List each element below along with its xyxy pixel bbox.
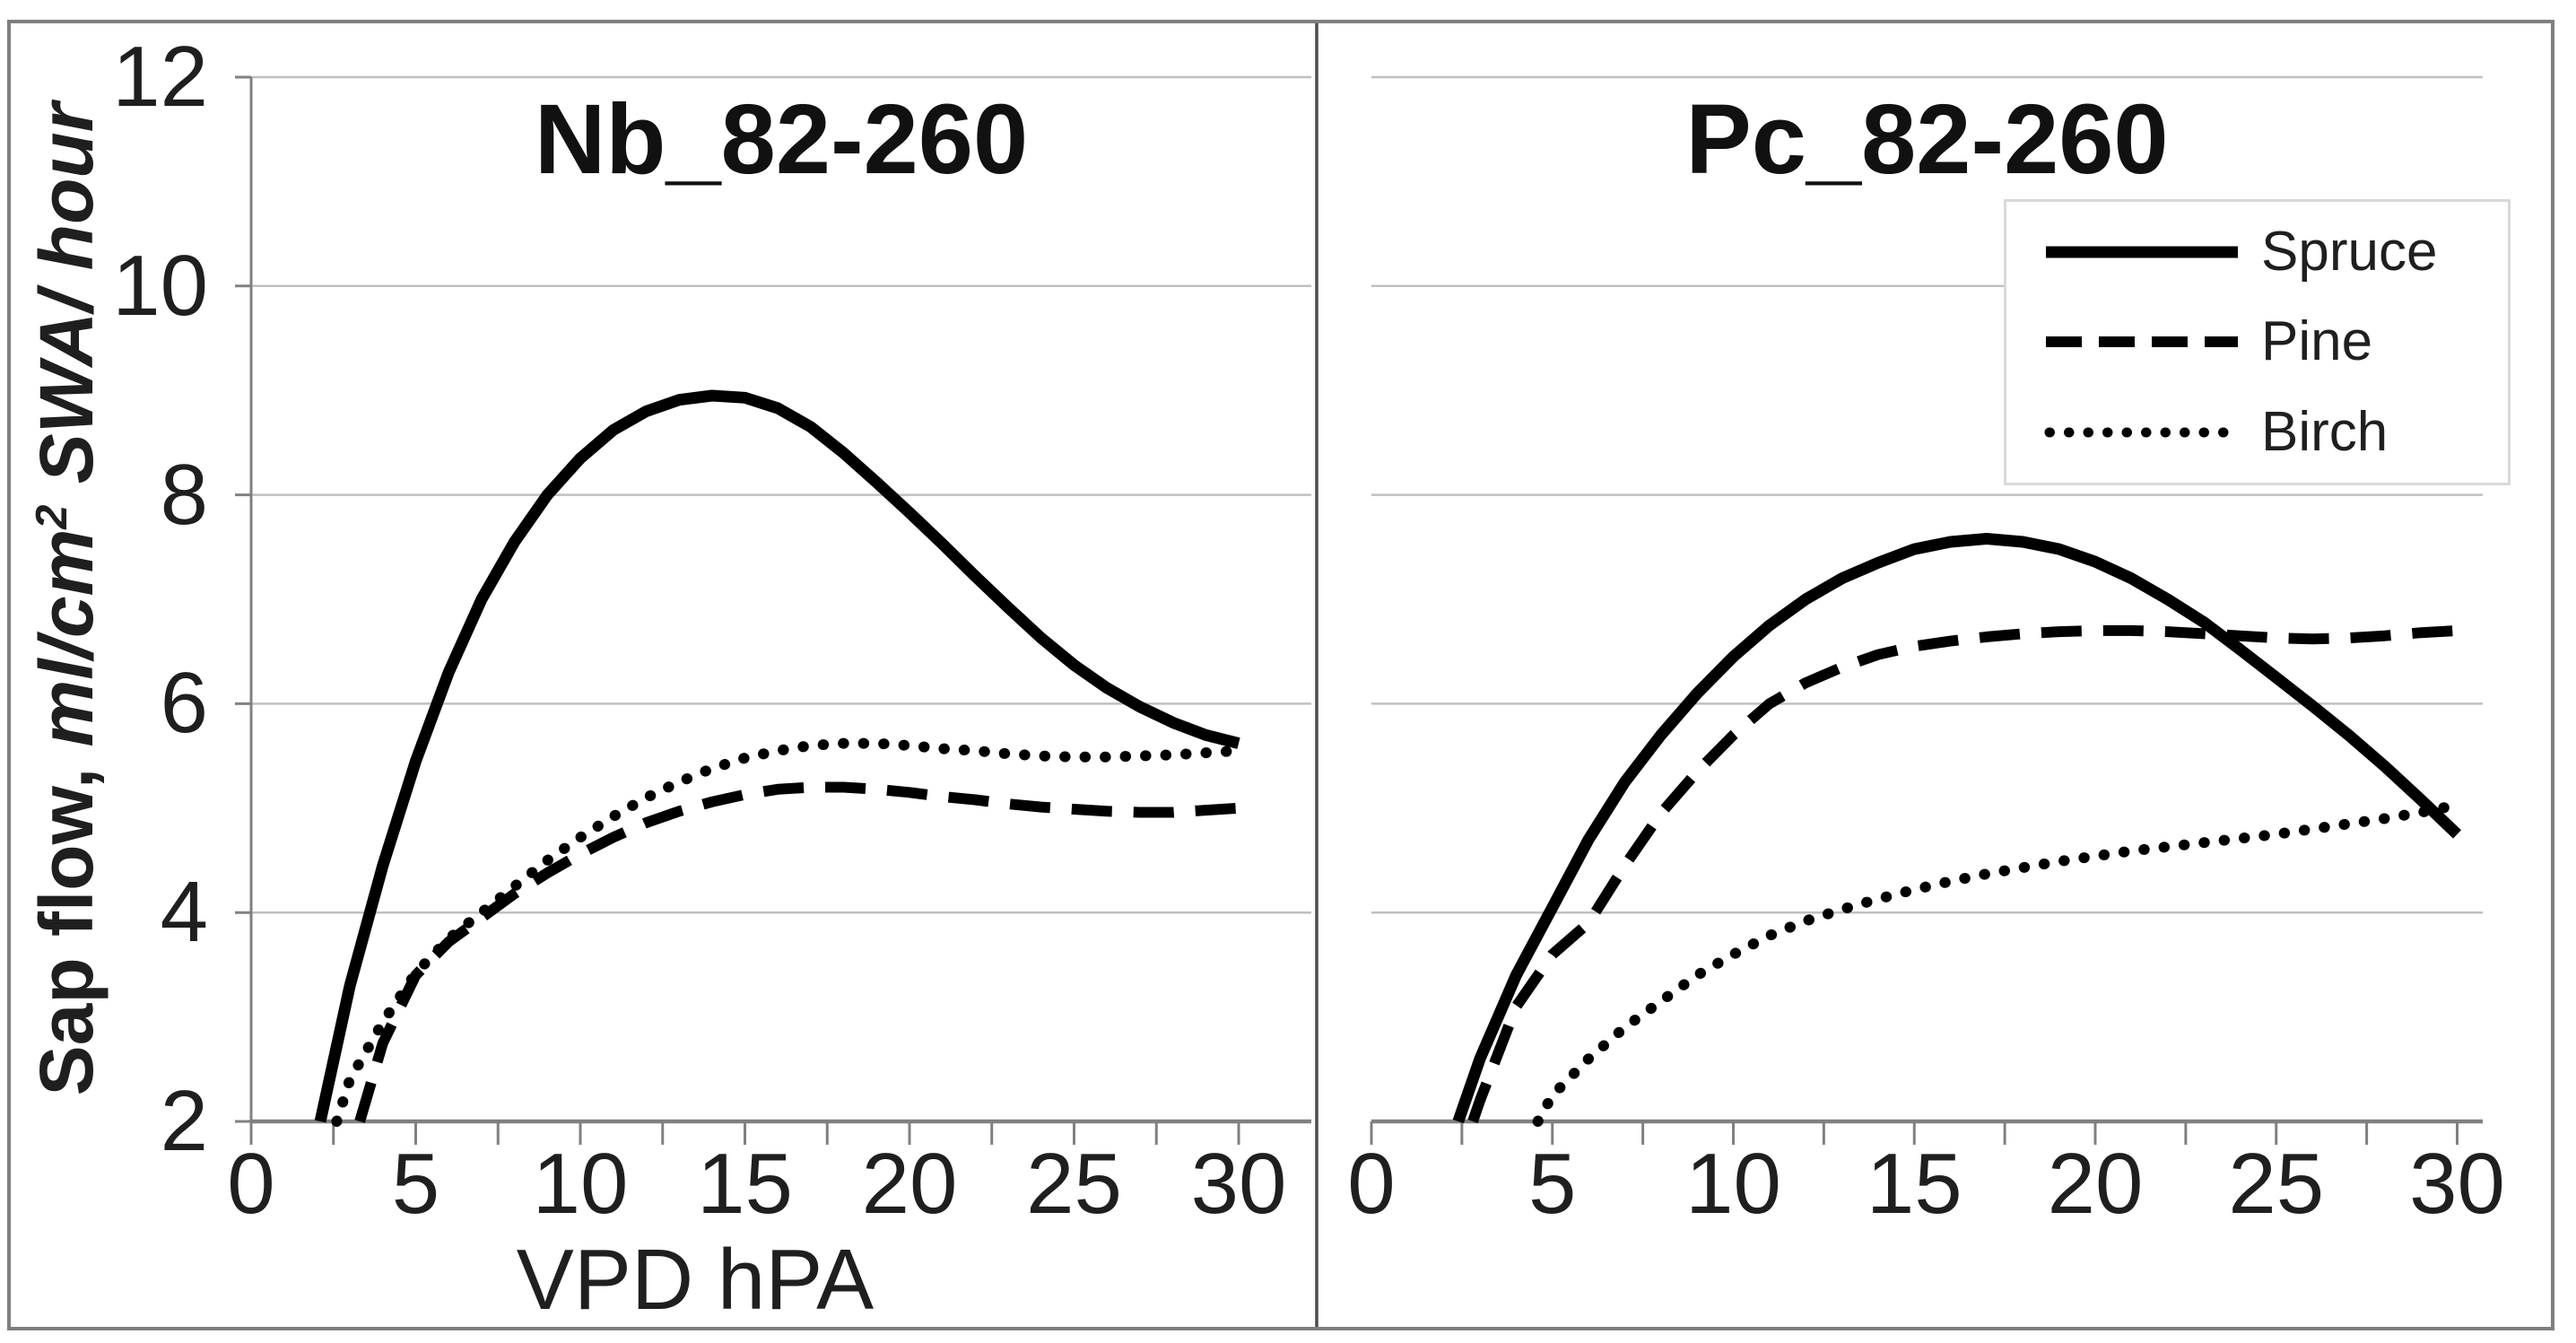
x-tick-label: 30 <box>1190 1136 1287 1232</box>
x-tick-label: 5 <box>391 1136 440 1232</box>
left-panel-title: Nb_82-260 <box>534 84 1029 195</box>
x-axis-title: VPD hPA <box>516 1232 875 1328</box>
legend-solid-line-sample <box>2046 246 2238 258</box>
x-tick-label: 30 <box>2409 1136 2505 1232</box>
spruce-curve <box>314 389 1240 1123</box>
pine-curve <box>1467 624 2458 1123</box>
x-tick-label: 20 <box>2047 1136 2144 1232</box>
right-panel-title: Pc_82-260 <box>1685 84 2169 195</box>
y-tick-label: 8 <box>160 446 208 543</box>
x-tick-label: 25 <box>1026 1136 1122 1232</box>
legend-item-birch: Birch <box>2006 388 2508 476</box>
spruce-curve <box>1452 533 2461 1124</box>
x-tick-label: 10 <box>1685 1136 1781 1232</box>
legend-label-birch: Birch <box>2261 400 2389 463</box>
x-tick-label: 20 <box>861 1136 958 1232</box>
x-tick-label: 0 <box>1347 1136 1396 1232</box>
x-tick-label: 10 <box>532 1136 629 1232</box>
birch-curve <box>331 737 1244 1127</box>
y-axis-title-units: ml/cm2 SWA/ hour <box>24 102 109 747</box>
legend-label-pine: Pine <box>2261 310 2373 373</box>
pine-curve <box>354 781 1240 1123</box>
y-tick-label: 6 <box>160 655 208 752</box>
y-axis-title: Sap flow, ml/cm2 SWA/ hour <box>11 0 122 1227</box>
legend-item-pine: Pine <box>2006 298 2508 386</box>
x-tick-label: 25 <box>2228 1136 2325 1232</box>
y-tick-label: 12 <box>112 29 208 125</box>
y-tick-label: 2 <box>160 1073 208 1169</box>
x-tick-label: 0 <box>227 1136 275 1232</box>
x-tick-label: 5 <box>1528 1136 1577 1232</box>
legend-dotted-line-sample <box>2044 427 2240 438</box>
x-tick-label: 15 <box>1866 1136 1962 1232</box>
y-tick-label: 4 <box>160 864 208 961</box>
legend-dashed-line-sample <box>2046 336 2238 348</box>
birch-curve <box>1532 799 2463 1127</box>
figure-border <box>7 20 2554 1330</box>
y-tick-label: 10 <box>112 237 208 334</box>
legend: Spruce Pine Birch <box>2004 199 2511 485</box>
legend-item-spruce: Spruce <box>2006 208 2508 296</box>
x-tick-label: 15 <box>697 1136 793 1232</box>
legend-label-spruce: Spruce <box>2261 221 2438 283</box>
